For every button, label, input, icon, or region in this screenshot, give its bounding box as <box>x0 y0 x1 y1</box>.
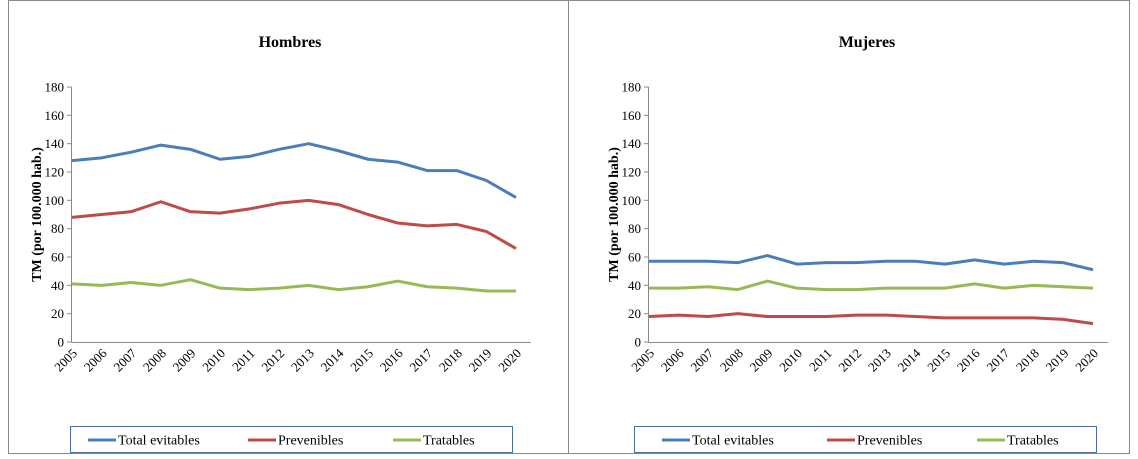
y-tick-label: 180 <box>622 80 642 95</box>
x-tick-label: 2010 <box>199 346 228 375</box>
x-tick-label: 2008 <box>717 346 746 375</box>
x-tick-label: 2006 <box>81 345 110 374</box>
series-line <box>71 198 517 250</box>
x-tick-label: 2020 <box>495 346 524 375</box>
x-tick-label: 2011 <box>229 346 258 375</box>
legend-label: Prevenibles <box>278 434 343 449</box>
x-tick-label: 2015 <box>924 346 953 375</box>
x-tick-label: 2006 <box>658 345 687 374</box>
x-tick-label: 2018 <box>1013 346 1042 375</box>
x-tick-label: 2014 <box>895 345 924 374</box>
legend-box <box>70 426 513 453</box>
y-tick-label: 120 <box>45 165 65 180</box>
x-tick-label: 2017 <box>983 345 1012 374</box>
legend-label: Prevenibles <box>857 434 922 449</box>
x-tick-label: 2005 <box>628 346 657 375</box>
y-tick-label: 100 <box>622 193 642 208</box>
y-tick-label: 160 <box>45 108 65 123</box>
x-tick-label: 2016 <box>954 345 983 374</box>
x-tick-label: 2009 <box>747 346 776 375</box>
y-tick-label: 60 <box>51 250 64 265</box>
x-tick-label: 2007 <box>687 345 716 374</box>
x-tick-label: 2012 <box>835 346 864 375</box>
y-axis-label: TM (por 100.000 hab.) <box>30 147 45 282</box>
y-tick-label: 140 <box>622 136 642 151</box>
legend-box <box>634 426 1097 453</box>
legend-label: Total evitables <box>118 434 200 449</box>
y-tick-label: 20 <box>51 306 64 321</box>
x-tick-label: 2013 <box>865 346 894 375</box>
y-tick-label: 160 <box>622 108 642 123</box>
chart-title: Mujeres <box>839 34 896 51</box>
panel-border <box>8 0 569 454</box>
y-tick-label: 0 <box>635 335 642 350</box>
y-tick-label: 20 <box>628 306 641 321</box>
series-line <box>649 254 1094 272</box>
x-tick-label: 2012 <box>258 346 287 375</box>
chart-title: Hombres <box>259 34 322 51</box>
x-tick-label: 2009 <box>170 346 199 375</box>
panel-border <box>568 0 1130 454</box>
y-tick-label: 120 <box>622 165 642 180</box>
y-axis-label: TM (por 100.000 hab.) <box>607 147 622 282</box>
x-tick-label: 2007 <box>110 345 139 374</box>
y-tick-label: 40 <box>51 278 64 293</box>
x-tick-label: 2016 <box>377 345 406 374</box>
x-tick-label: 2013 <box>288 346 317 375</box>
series-line <box>71 278 516 293</box>
x-tick-label: 2015 <box>347 346 376 375</box>
legend-label: Total evitables <box>692 434 774 449</box>
x-tick-label: 2019 <box>466 346 495 375</box>
legend-label: Tratables <box>1007 434 1059 449</box>
y-tick-label: 180 <box>45 80 65 95</box>
y-tick-label: 40 <box>628 278 641 293</box>
y-tick-label: 0 <box>58 335 65 350</box>
y-tick-label: 80 <box>51 221 64 236</box>
x-tick-label: 2020 <box>1072 346 1101 375</box>
series-line <box>648 312 1094 326</box>
legend-label: Tratables <box>423 434 475 449</box>
y-tick-label: 60 <box>628 250 641 265</box>
x-tick-label: 2010 <box>776 346 805 375</box>
x-tick-label: 2005 <box>51 346 80 375</box>
y-tick-label: 80 <box>628 221 641 236</box>
x-tick-label: 2011 <box>806 346 835 375</box>
x-tick-label: 2017 <box>406 345 435 374</box>
x-tick-label: 2018 <box>436 346 465 375</box>
x-tick-label: 2014 <box>318 345 347 374</box>
series-line <box>71 142 517 199</box>
x-tick-label: 2019 <box>1043 346 1072 375</box>
x-tick-label: 2008 <box>140 346 169 375</box>
y-tick-label: 140 <box>45 136 65 151</box>
series-line <box>649 279 1094 292</box>
y-tick-label: 100 <box>45 193 65 208</box>
